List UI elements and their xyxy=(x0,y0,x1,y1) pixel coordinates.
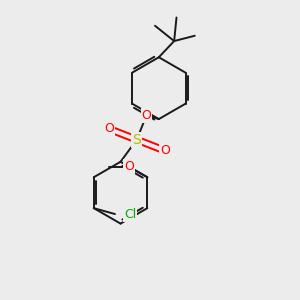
Text: O: O xyxy=(142,109,152,122)
Text: O: O xyxy=(124,160,134,173)
Text: O: O xyxy=(160,144,170,157)
Text: Cl: Cl xyxy=(124,208,136,220)
Text: S: S xyxy=(132,133,141,147)
Text: O: O xyxy=(104,122,114,135)
